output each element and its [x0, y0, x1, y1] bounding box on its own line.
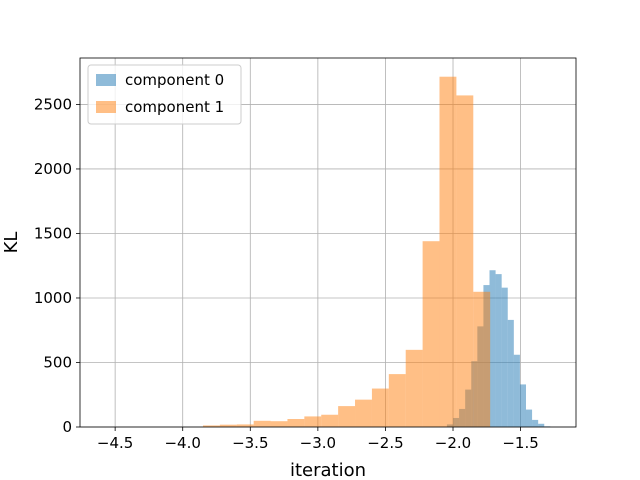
histogram-bar	[405, 349, 423, 427]
histogram-bar	[270, 421, 288, 427]
histogram-bar	[495, 274, 502, 427]
histogram-bar	[202, 425, 220, 427]
histogram-bar	[538, 423, 545, 427]
histogram-bar	[355, 399, 372, 427]
histogram-bar	[507, 319, 514, 427]
x-tick-label: −2.5	[367, 434, 403, 452]
legend-label-component-0: component 0	[125, 71, 224, 89]
legend-swatch-component-0	[96, 74, 116, 86]
x-tick-label: −2.0	[435, 434, 471, 452]
histogram-bar	[236, 424, 254, 427]
histogram-bar	[371, 388, 389, 427]
histogram-bar	[532, 419, 539, 427]
legend-box	[87, 64, 242, 125]
x-tick-label: −4.0	[164, 434, 200, 452]
x-tick-label: −3.5	[232, 434, 268, 452]
x-tick-label: −3.0	[300, 434, 336, 452]
y-tick-label: 1000	[34, 289, 72, 307]
histogram-bar	[338, 406, 356, 427]
legend-label-component-1: component 1	[125, 98, 224, 116]
legend: component 0 component 1	[87, 64, 242, 125]
histogram-bar	[501, 287, 508, 427]
y-tick-label: 1500	[34, 224, 72, 242]
series-1-bars	[202, 76, 491, 428]
histogram-bar	[422, 241, 440, 427]
y-tick-label: 500	[43, 353, 72, 371]
x-axis-label: iteration	[290, 460, 366, 480]
y-tick-label: 2000	[34, 160, 72, 178]
x-tick-label: −4.5	[97, 434, 133, 452]
axis-ticks: −4.5 −4.0 −3.5 −3.0 −2.5 −2.0 −1.5 0 500 1000 1500…	[34, 95, 539, 452]
histogram-bar	[388, 374, 406, 427]
histogram-bar	[456, 95, 474, 428]
plot-frame	[79, 57, 577, 428]
histogram-bar	[439, 76, 457, 427]
y-axis-label: KL	[1, 232, 22, 254]
histogram-bar	[287, 419, 305, 427]
histogram-bars	[202, 76, 551, 428]
histogram-bar	[219, 424, 237, 427]
y-tick-label: 0	[62, 418, 72, 436]
histogram-bar	[489, 270, 496, 427]
x-tick-label: −1.5	[502, 434, 538, 452]
histogram-bar	[304, 416, 322, 427]
histogram-bar	[513, 354, 520, 427]
legend-swatch-component-1	[96, 101, 116, 113]
histogram-bar	[519, 384, 526, 427]
histogram-bar	[321, 414, 339, 427]
histogram-bar	[253, 420, 271, 427]
histogram-bar	[473, 291, 491, 427]
y-tick-label: 2500	[34, 95, 72, 113]
histogram-bar	[525, 409, 533, 427]
